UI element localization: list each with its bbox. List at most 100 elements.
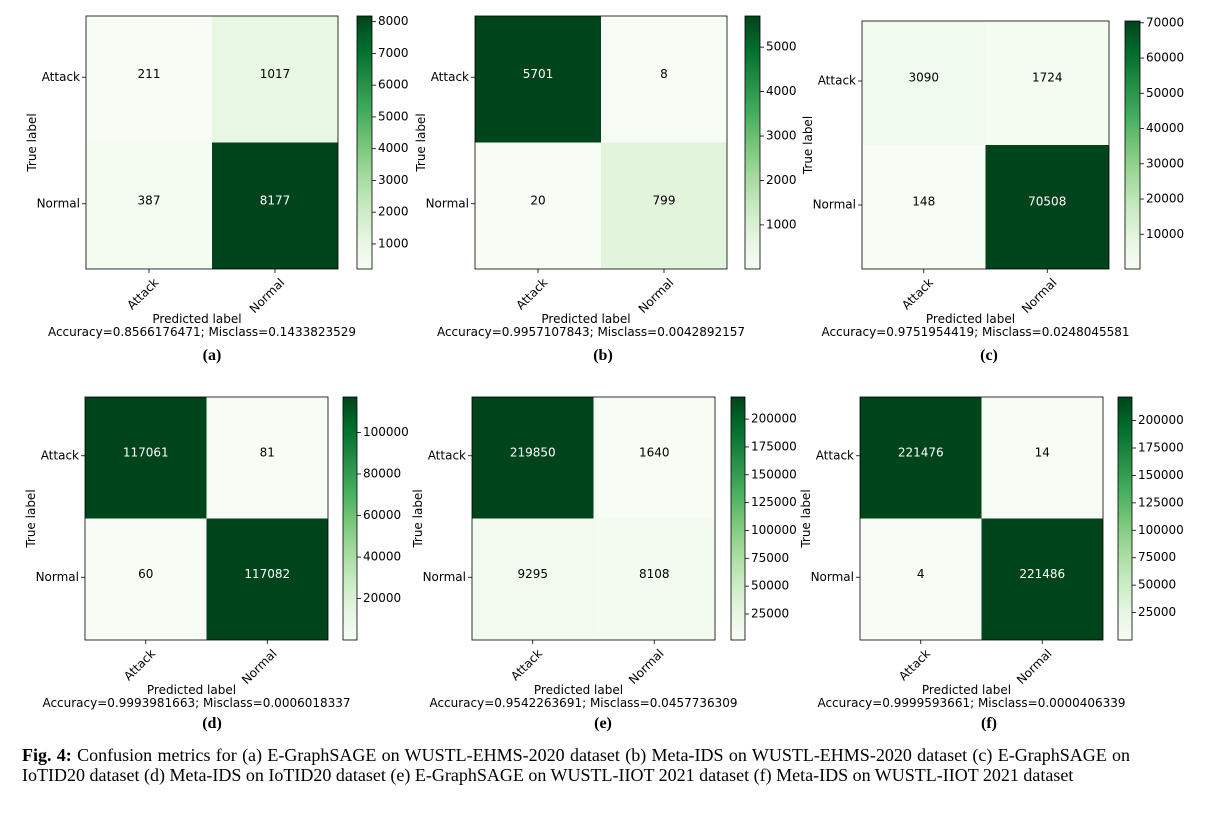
- x-tick-label: Attack: [896, 646, 933, 683]
- x-tick-label: Attack: [124, 275, 161, 312]
- colorbar-tick-label: 8000: [378, 14, 409, 28]
- matrix-cell: [86, 16, 212, 143]
- accuracy-label: Accuracy=0.9957107843; Misclass=0.004289…: [437, 325, 745, 339]
- colorbar-tick-label: 3000: [378, 173, 409, 187]
- colorbar-tick-label: 75000: [1138, 550, 1176, 564]
- x-axis-label: Predicted label: [926, 312, 1015, 326]
- matrix-cell: [981, 518, 1103, 640]
- matrix-cell: [85, 518, 207, 640]
- colorbar-tick-label: 60000: [363, 508, 401, 522]
- y-tick-label: Normal: [426, 196, 469, 210]
- colorbar: [744, 15, 761, 270]
- y-axis-label: True label: [25, 113, 39, 172]
- x-tick-label: Normal: [626, 646, 667, 687]
- y-axis-label: True label: [801, 116, 815, 175]
- cell-value-label: 221486: [1019, 567, 1065, 581]
- matrix-cell: [985, 21, 1109, 145]
- panel-label: (a): [203, 347, 222, 364]
- matrix-frame: [474, 15, 728, 270]
- matrix-frame: [471, 396, 716, 641]
- y-axis-label: True label: [411, 489, 425, 548]
- matrix-cell: [472, 397, 594, 519]
- cell-value-label: 5701: [523, 67, 554, 81]
- cell-value-label: 219850: [510, 445, 556, 459]
- matrix-cell: [206, 397, 328, 519]
- cell-value-label: 221476: [898, 445, 944, 459]
- colorbar-tick-label: 50000: [1138, 578, 1176, 592]
- cell-value-label: 117061: [123, 445, 169, 459]
- colorbar-tick-label: 175000: [751, 439, 797, 453]
- cell-value-label: 8: [660, 67, 668, 81]
- figure-confusion-matrices: 211 1017 387 8177 Attack Normal Attack Normal Tr…: [24, 14, 1184, 732]
- cell-value-label: 3090: [908, 71, 939, 85]
- colorbar: [730, 396, 746, 641]
- colorbar-tick-label: 7000: [378, 46, 409, 60]
- matrix-cell: [472, 518, 594, 640]
- colorbar: [1117, 396, 1133, 641]
- colorbar-tick-label: 50000: [1146, 86, 1184, 100]
- y-tick-label: Normal: [813, 198, 856, 212]
- cell-value-label: 1640: [639, 445, 670, 459]
- matrix-cell: [860, 518, 982, 640]
- x-tick-label: Normal: [1014, 646, 1055, 687]
- matrix-cell: [212, 16, 338, 143]
- matrix-cell: [860, 397, 982, 519]
- cell-value-label: 20: [530, 193, 545, 207]
- matrix-cell: [862, 145, 986, 269]
- cell-value-label: 4: [917, 567, 925, 581]
- matrix-cell: [593, 397, 715, 519]
- colorbar-tick-label: 5000: [378, 109, 409, 123]
- panel-label: (c): [980, 347, 998, 364]
- panel-label: (e): [594, 715, 612, 732]
- colorbar: [1124, 20, 1141, 270]
- panel-label: (f): [981, 715, 997, 732]
- colorbar-tick-label: 2000: [766, 173, 797, 187]
- matrix-frame: [861, 20, 1110, 270]
- accuracy-label: Accuracy=0.9993981663; Misclass=0.000601…: [42, 696, 350, 710]
- cell-value-label: 81: [260, 445, 275, 459]
- colorbar-tick-label: 100000: [1138, 523, 1184, 537]
- cell-value-label: 14: [1035, 445, 1050, 459]
- colorbar-tick-label: 70000: [1146, 15, 1184, 29]
- colorbar-tick-label: 200000: [751, 412, 797, 426]
- colorbar-tick-label: 4000: [378, 141, 409, 155]
- cell-value-label: 1724: [1032, 71, 1063, 85]
- matrix-cell: [85, 397, 207, 519]
- colorbar-tick-label: 30000: [1146, 156, 1184, 170]
- matrix-cell: [601, 142, 727, 269]
- colorbar-tick-label: 100000: [751, 523, 797, 537]
- y-axis-label: True label: [799, 489, 813, 548]
- x-axis-label: Predicted label: [922, 683, 1011, 697]
- accuracy-label: Accuracy=0.9751954419; Misclass=0.024804…: [821, 325, 1129, 339]
- cell-value-label: 148: [912, 195, 935, 209]
- colorbar-tick-label: 1000: [766, 217, 797, 231]
- colorbar: [356, 15, 373, 270]
- colorbar-tick-label: 4000: [766, 84, 797, 98]
- confusion-matrix-panel: 219850 1640 9295 8108 Attack Normal Attack Norm…: [411, 396, 797, 732]
- x-tick-label: Attack: [899, 275, 936, 312]
- y-axis-label: True label: [414, 113, 428, 172]
- accuracy-label: Accuracy=0.9999593661; Misclass=0.000040…: [817, 696, 1125, 710]
- cell-value-label: 211: [138, 67, 161, 81]
- cell-value-label: 799: [653, 193, 676, 207]
- matrix-cell: [206, 518, 328, 640]
- y-tick-label: Attack: [42, 70, 80, 84]
- matrix-cell: [601, 16, 727, 143]
- x-axis-label: Predicted label: [147, 683, 236, 697]
- matrix-frame: [85, 15, 339, 270]
- matrix-cell: [212, 142, 338, 269]
- matrix-cell: [862, 21, 986, 145]
- y-tick-label: Normal: [423, 570, 466, 584]
- colorbar-tick-label: 6000: [378, 78, 409, 92]
- y-tick-label: Normal: [37, 196, 80, 210]
- colorbar-tick-label: 25000: [751, 606, 789, 620]
- colorbar-tick-label: 75000: [751, 551, 789, 565]
- x-tick-label: Attack: [513, 275, 550, 312]
- y-tick-label: Attack: [816, 448, 854, 462]
- caption-text: Confusion metrics for (a) E-GraphSAGE on…: [22, 745, 1131, 785]
- x-axis-label: Predicted label: [541, 312, 630, 326]
- caption-label: Fig. 4:: [22, 745, 72, 765]
- colorbar-tick-label: 40000: [1146, 121, 1184, 135]
- colorbar-tick-label: 100000: [363, 425, 409, 439]
- cell-value-label: 8177: [260, 193, 291, 207]
